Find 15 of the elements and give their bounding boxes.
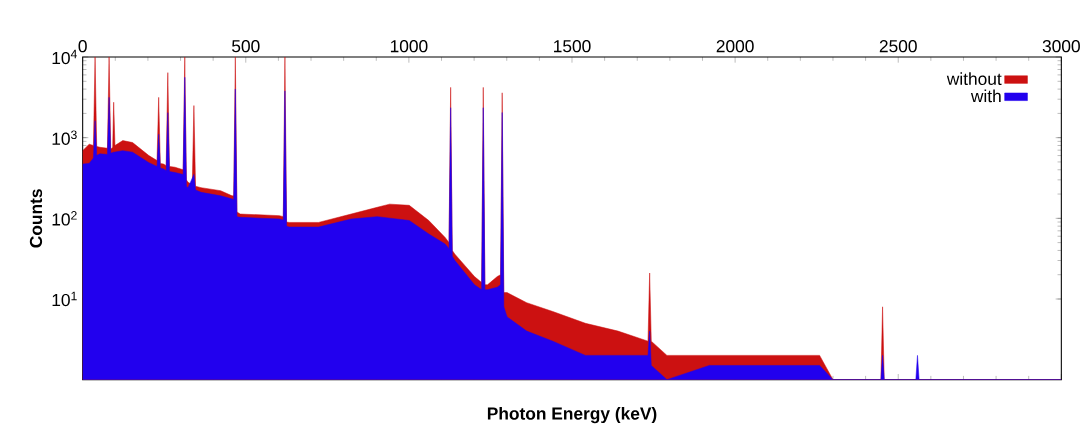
legend-label: with <box>970 89 1001 103</box>
x-tick-label: 3000 <box>1042 40 1080 53</box>
x-tick-label: 2000 <box>716 40 754 53</box>
x-tick-label: 500 <box>232 40 260 53</box>
y-tick-label: 10$^{4}$ <box>52 49 77 65</box>
x-tick-label: 2500 <box>879 40 917 53</box>
y-axis-title: Counts <box>29 189 43 248</box>
x-tick-label: 1500 <box>554 40 591 53</box>
y-tick-label: 10$^{3}$ <box>52 130 77 145</box>
x-axis-title: Photon Energy (keV) <box>487 406 657 424</box>
x-tick-label: 1000 <box>390 40 428 53</box>
y-tick-label: 10$^{2}$ <box>52 211 77 226</box>
y-tick-label: 10$^{1}$ <box>52 291 77 307</box>
x-tick-label: 0 <box>78 40 87 53</box>
legend-label: without <box>946 72 1002 86</box>
